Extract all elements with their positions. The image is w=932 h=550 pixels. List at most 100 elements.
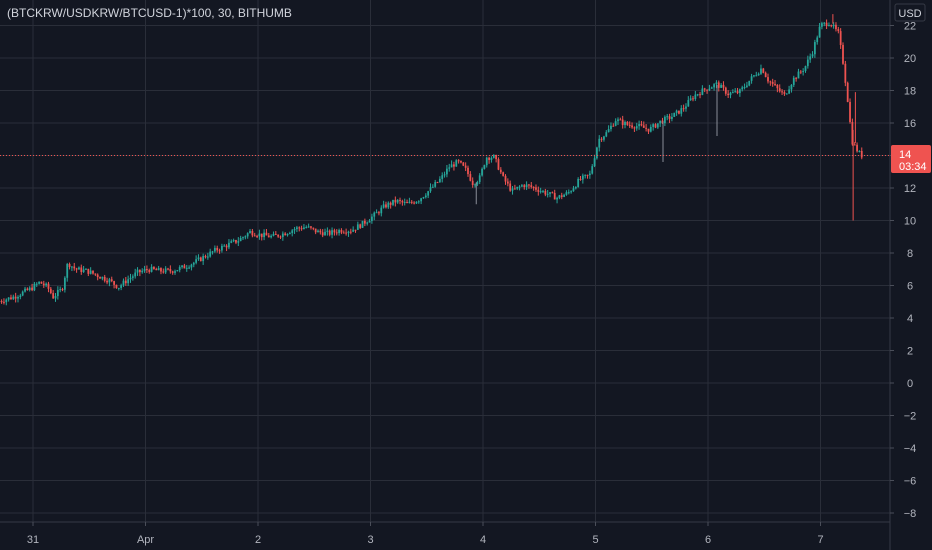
currency-button-frame[interactable] <box>894 3 926 22</box>
candle-body <box>830 25 833 27</box>
candle <box>851 118 854 146</box>
candle <box>141 268 144 274</box>
candle <box>481 167 483 177</box>
time-axis[interactable]: 31 Apr 2 3 4 5 6 7 <box>27 522 824 546</box>
candle <box>178 265 181 273</box>
candle <box>532 186 535 191</box>
candle-body <box>235 240 237 243</box>
candle <box>321 229 324 238</box>
candle <box>230 239 233 244</box>
candle <box>656 123 659 129</box>
candle <box>499 167 502 175</box>
candle <box>171 270 174 275</box>
candle-body <box>216 247 219 251</box>
candle-body <box>288 233 291 235</box>
candle-body <box>645 127 648 129</box>
candle-body <box>453 164 455 167</box>
candle-body <box>656 123 659 128</box>
y-tick-label: 4 <box>907 313 913 325</box>
candle-body <box>89 270 92 274</box>
candle-body <box>860 150 863 158</box>
candle <box>206 252 209 260</box>
candle <box>378 210 380 216</box>
candle-body <box>757 73 760 76</box>
candle <box>368 218 371 223</box>
candle-body <box>474 184 476 186</box>
candle <box>277 234 280 238</box>
candle-body <box>103 276 106 281</box>
candlestick-series[interactable] <box>0 14 863 306</box>
candle <box>760 64 762 75</box>
candle-body <box>113 281 115 285</box>
candle <box>303 224 305 230</box>
candle <box>209 248 212 258</box>
currency-button-label[interactable]: USD <box>898 8 921 20</box>
candle-body <box>298 227 301 229</box>
y-tick-label: −6 <box>904 476 917 488</box>
candle-body <box>797 71 800 79</box>
price-axis[interactable]: 2220181614121086420−2−4−6−8 <box>890 21 916 521</box>
x-tick-label: Apr <box>137 534 154 546</box>
candle-body <box>741 87 744 90</box>
candle <box>813 39 816 58</box>
candle <box>678 110 680 115</box>
candle <box>146 265 148 274</box>
currency-button[interactable]: USD <box>894 3 926 22</box>
candle-body <box>108 279 111 283</box>
candle <box>174 269 176 275</box>
candle-body <box>612 125 615 127</box>
candle-body <box>537 189 540 192</box>
candle <box>286 233 289 237</box>
candle-body <box>563 194 565 197</box>
candle <box>260 233 263 241</box>
candle-body <box>835 24 837 30</box>
candle <box>689 95 692 101</box>
candle-body <box>138 269 141 273</box>
y-tick-label: 18 <box>904 86 916 98</box>
candle-body <box>157 268 160 271</box>
candle <box>331 227 333 239</box>
candle <box>63 276 66 293</box>
candle <box>328 229 331 237</box>
x-tick-label: 31 <box>27 534 39 546</box>
candle-body <box>593 158 596 167</box>
candle <box>544 188 547 197</box>
candle <box>213 245 216 253</box>
candle-body <box>363 220 366 224</box>
candle <box>659 120 662 127</box>
candle <box>727 90 730 98</box>
candle-body <box>167 268 169 270</box>
candle-body <box>769 81 772 83</box>
candle-body <box>438 178 441 183</box>
candle <box>516 186 519 191</box>
candle <box>621 115 624 129</box>
candle-body <box>429 187 432 192</box>
candle-body <box>696 94 699 96</box>
candle-body <box>462 162 465 166</box>
candle <box>347 230 350 237</box>
candle <box>483 164 486 170</box>
candle <box>858 150 861 153</box>
candle-body <box>305 227 308 229</box>
candle-body <box>706 89 708 91</box>
candle-body <box>253 235 256 237</box>
candle-body <box>347 231 350 234</box>
candle <box>692 95 694 102</box>
candle-body <box>689 98 692 101</box>
candle-body <box>373 212 376 217</box>
candle <box>574 186 577 190</box>
candle-body <box>387 202 390 208</box>
candle <box>211 250 214 255</box>
candle-body <box>213 247 216 252</box>
candle-body <box>729 92 732 96</box>
candle <box>647 128 650 134</box>
candle-body <box>260 233 263 238</box>
candle <box>164 266 167 275</box>
candle <box>694 90 697 101</box>
x-tick-label: 3 <box>367 534 373 546</box>
candle <box>333 228 336 236</box>
candle-body <box>530 185 533 187</box>
candle-body <box>122 280 125 286</box>
candle-body <box>792 77 795 85</box>
